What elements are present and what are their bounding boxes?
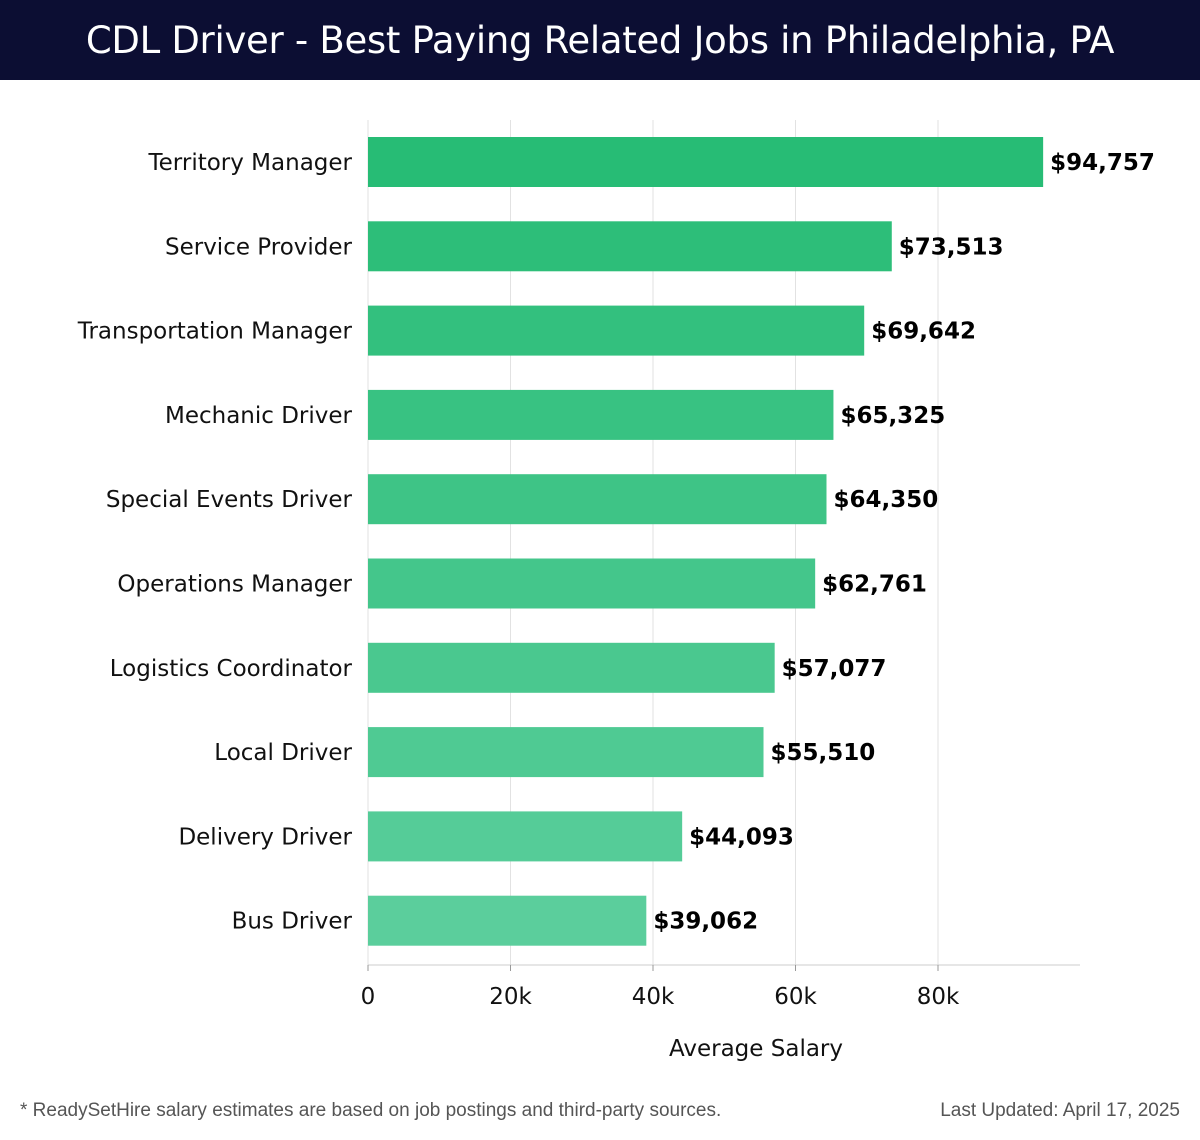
category-label: Transportation Manager (77, 319, 353, 345)
category-label: Logistics Coordinator (110, 656, 353, 682)
last-updated: Last Updated: April 17, 2025 (940, 1100, 1180, 1121)
x-tick-label: 60k (774, 984, 817, 1010)
bar (368, 305, 865, 356)
value-label: $69,642 (871, 319, 976, 345)
bar (368, 137, 1044, 187)
bar (368, 474, 827, 525)
bar (368, 642, 775, 693)
bar (368, 895, 647, 946)
bar (368, 811, 683, 862)
category-label: Bus Driver (232, 909, 353, 935)
x-tick-label: 0 (361, 984, 376, 1010)
category-label: Special Events Driver (106, 487, 353, 513)
bar (368, 221, 892, 272)
x-tick-label: 20k (489, 984, 532, 1010)
x-tick-label: 80k (917, 984, 960, 1010)
bar (368, 558, 816, 609)
value-label: $94,757 (1050, 150, 1155, 176)
value-label: $65,325 (840, 403, 945, 429)
value-label: $44,093 (689, 824, 794, 850)
category-label: Delivery Driver (178, 824, 352, 850)
category-label: Operations Manager (117, 572, 352, 598)
x-tick-label: 40k (632, 984, 675, 1010)
footer-note: * ReadySetHire salary estimates are base… (20, 1100, 722, 1121)
category-label: Service Provider (165, 234, 353, 260)
x-axis-title: Average Salary (669, 1036, 843, 1062)
value-label: $73,513 (899, 234, 1004, 260)
chart-title: CDL Driver - Best Paying Related Jobs in… (85, 18, 1115, 62)
value-label: $62,761 (822, 572, 927, 598)
bar (368, 727, 764, 778)
category-label: Local Driver (214, 740, 352, 766)
category-label: Territory Manager (148, 150, 353, 176)
bar (368, 389, 834, 440)
category-label: Mechanic Driver (165, 403, 353, 429)
value-label: $39,062 (653, 909, 758, 935)
value-label: $57,077 (782, 656, 887, 682)
value-label: $64,350 (833, 487, 938, 513)
chart-header: CDL Driver - Best Paying Related Jobs in… (0, 0, 1200, 80)
value-label: $55,510 (771, 740, 876, 766)
